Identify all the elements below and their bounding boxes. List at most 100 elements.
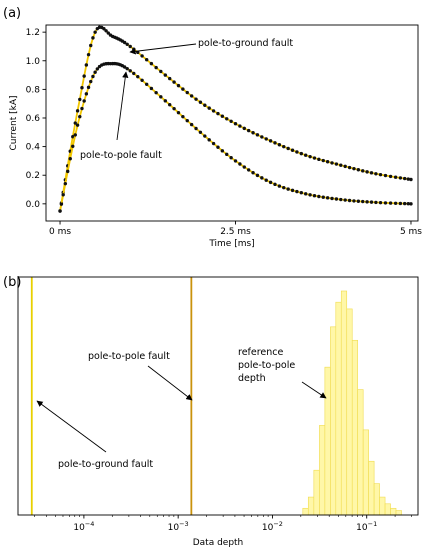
series-1-marker <box>317 194 321 199</box>
x-tick-label: 0 ms <box>49 227 71 237</box>
series-0-marker <box>189 94 194 98</box>
panel-a-data <box>58 25 413 213</box>
panel-b-data <box>30 277 402 516</box>
series-0-marker <box>251 131 255 135</box>
y-tick-label: 0.8 <box>26 85 41 95</box>
panel-b-x-axis-label: Data depth <box>193 538 244 548</box>
annotation-b-reference-line-2: pole-to-pole <box>238 360 295 371</box>
series-1-marker <box>308 193 312 197</box>
histogram-bar <box>390 507 397 516</box>
series-1-marker <box>149 86 154 91</box>
series-0-marker <box>299 151 304 156</box>
series-0-marker <box>383 173 388 178</box>
series-1-marker <box>273 182 277 187</box>
series-0-marker <box>334 162 339 166</box>
series-1-marker <box>203 134 207 138</box>
series-0-marker <box>102 27 106 31</box>
x-tick-label: 10−3 <box>168 520 189 533</box>
y-tick-label: 1.2 <box>26 28 40 38</box>
series-0-marker <box>144 57 149 62</box>
series-1-marker <box>334 197 339 201</box>
series-0-marker <box>140 54 144 58</box>
series-1-marker <box>61 193 65 197</box>
series-0-marker <box>233 122 238 126</box>
annotation-b-reference-line-3: depth <box>238 373 266 384</box>
series-1-marker <box>330 196 334 201</box>
series-0-marker <box>216 111 220 116</box>
series-0-marker <box>409 177 413 182</box>
series-0-marker <box>207 106 211 110</box>
series-1-marker <box>172 106 176 111</box>
series-0-marker <box>159 69 163 74</box>
series-1-marker <box>207 138 211 142</box>
panel-a-frame <box>45 24 419 222</box>
series-1-marker <box>369 200 374 204</box>
series-0-marker <box>211 109 216 113</box>
series-0-marker <box>106 31 110 35</box>
series-1-marker <box>321 195 325 199</box>
series-1-marker <box>71 144 75 148</box>
histogram-bar <box>335 301 342 516</box>
series-1-marker <box>246 168 251 172</box>
series-1-marker <box>238 162 242 166</box>
series-0-marker <box>356 168 361 172</box>
series-1-marker <box>347 198 352 203</box>
series-1-marker <box>80 106 84 111</box>
histogram-bar <box>324 366 331 516</box>
series-1-marker <box>66 169 70 174</box>
panel-a-y-axis-label: Current [kA] <box>9 95 19 150</box>
annotation-arrow-b-pole <box>147 365 193 401</box>
series-1-marker <box>277 184 282 188</box>
series-1-marker <box>75 123 80 127</box>
series-0-marker <box>242 126 246 131</box>
series-0-marker <box>86 52 91 57</box>
series-0-marker <box>194 97 198 101</box>
x-tick-label: 10−2 <box>262 520 283 533</box>
series-1-marker <box>242 165 246 169</box>
panel-b-histogram: (b) 10−4 10−3 10−2 10−1 Data depth pole-to-… <box>3 275 419 548</box>
annotation-b-pole-to-pole: pole-to-pole fault <box>88 351 170 362</box>
annotation-arrow-a-pole <box>116 71 129 141</box>
series-1-marker <box>84 92 89 96</box>
series-0-marker <box>198 100 203 104</box>
series-1-marker <box>383 201 388 205</box>
series-1-marker <box>91 74 95 79</box>
x-tick-label: 10−4 <box>73 520 94 533</box>
series-0-marker <box>312 156 317 160</box>
series-0-marker <box>93 30 97 34</box>
y-tick-label: 0.2 <box>26 171 40 181</box>
series-1-marker <box>128 69 132 73</box>
series-0-marker <box>75 109 80 113</box>
series-1-marker <box>82 99 86 103</box>
series-0-marker <box>308 154 312 159</box>
annotation-a-pole-to-ground: pole-to-ground fault <box>198 38 293 49</box>
histogram-bar <box>379 496 386 516</box>
series-0-marker <box>406 177 410 181</box>
panel-b-x-ticks: 10−4 10−3 10−2 10−1 <box>34 515 412 533</box>
series-0-marker <box>286 146 290 151</box>
histogram-bar <box>302 507 309 516</box>
series-0-marker <box>352 166 356 171</box>
panel-a-x-ticks: 0 ms 2.5 ms 5 ms <box>49 221 422 237</box>
series-0-marker <box>84 63 89 67</box>
series-1-marker <box>356 199 361 203</box>
series-0-marker <box>398 176 403 180</box>
series-1-marker <box>290 188 295 193</box>
series-0-marker <box>365 170 369 174</box>
panel-a-line-chart: (a) 0 ms 2.5 ms 5 ms 0.0 0.2 0.4 0.6 0.8 1.0 1.2… <box>3 6 422 249</box>
series-0-marker <box>295 150 299 154</box>
series-0-marker <box>330 161 334 165</box>
series-1-marker <box>163 99 168 103</box>
series-0-marker <box>168 76 172 81</box>
series-0-marker <box>172 80 176 84</box>
series-1-marker <box>211 141 216 146</box>
series-1-marker <box>159 95 163 99</box>
y-tick-label: 1.0 <box>26 57 41 67</box>
series-line-0 <box>59 26 412 212</box>
panel-a-y-ticks: 0.0 0.2 0.4 0.6 0.8 1.0 1.2 <box>26 28 46 210</box>
series-0-marker <box>176 83 181 88</box>
series-1-marker <box>225 152 229 157</box>
series-0-marker <box>73 121 77 125</box>
histogram-bar <box>319 425 326 516</box>
series-1-marker <box>125 66 129 71</box>
